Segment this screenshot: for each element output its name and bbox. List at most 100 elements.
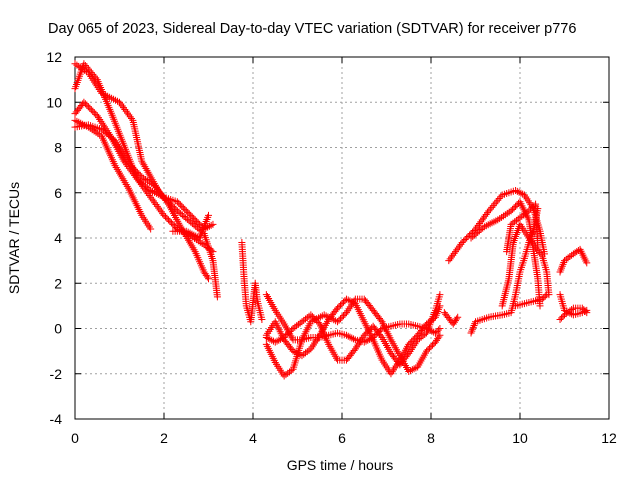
series-track-7 (238, 239, 266, 326)
data-point (157, 208, 165, 216)
data-point (509, 205, 517, 213)
data-point (133, 168, 141, 176)
data-point (360, 338, 368, 346)
data-point (163, 198, 171, 206)
data-point (580, 306, 588, 314)
data-point (156, 189, 164, 197)
series-track-17 (503, 200, 542, 256)
data-point (562, 255, 570, 263)
data-point (337, 315, 345, 323)
data-point (513, 201, 521, 209)
data-point (369, 334, 377, 342)
data-point (191, 216, 199, 224)
series-track-6 (169, 211, 212, 242)
data-point (485, 207, 493, 215)
data-point (179, 204, 187, 212)
data-point (405, 340, 413, 348)
data-point (529, 239, 537, 247)
data-point (89, 70, 97, 78)
data-point (264, 334, 272, 342)
data-point (350, 335, 358, 343)
y-tick-label: 2 (54, 275, 62, 291)
axis-ticks: 0 2 4 6 8 10 12 -4 -2 0 2 4 6 8 10 12 (46, 49, 617, 446)
data-point (87, 106, 95, 114)
data-point (158, 191, 166, 199)
data-point (120, 104, 128, 112)
data-point (202, 242, 210, 250)
data-point (445, 257, 453, 265)
data-point (303, 314, 311, 322)
data-point (566, 253, 574, 261)
data-point (164, 216, 172, 224)
data-point (268, 336, 276, 344)
data-point (533, 245, 541, 253)
data-point (512, 216, 520, 224)
data-point (377, 332, 385, 340)
data-point (433, 328, 441, 336)
data-point (308, 312, 316, 320)
data-point (187, 211, 195, 219)
data-point (188, 213, 196, 221)
data-point (514, 215, 522, 223)
data-point (291, 323, 299, 331)
data-point (153, 202, 161, 210)
data-point (346, 333, 354, 341)
data-point (335, 316, 343, 324)
data-point (258, 315, 266, 323)
data-point (342, 295, 350, 303)
data-point (436, 325, 444, 332)
data-point (117, 100, 125, 108)
data-point (342, 331, 350, 339)
data-point (344, 296, 352, 304)
data-point (559, 312, 567, 320)
series-track-13 (445, 186, 548, 265)
data-point (374, 329, 382, 337)
data-point (348, 298, 356, 306)
data-point (135, 170, 143, 178)
data-point (377, 326, 385, 334)
data-point (436, 331, 444, 339)
data-point (410, 365, 418, 373)
data-point (519, 190, 527, 198)
series-track-10 (262, 295, 444, 378)
data-point (407, 367, 415, 375)
data-point (285, 368, 293, 376)
x-tick-label: 4 (249, 430, 257, 446)
data-point (481, 212, 489, 220)
data-point (266, 335, 274, 343)
data-point (473, 223, 481, 231)
data-point (362, 337, 370, 345)
data-point (163, 214, 171, 222)
x-tick-label: 2 (160, 430, 168, 446)
series-track-12 (440, 309, 462, 328)
data-point (305, 346, 313, 354)
data-point (492, 198, 500, 206)
data-point (209, 248, 217, 256)
data-point (151, 199, 159, 207)
data-point (346, 297, 354, 305)
data-point (561, 311, 568, 319)
data-point (525, 207, 533, 215)
data-point (152, 201, 160, 209)
data-point (125, 111, 133, 119)
data-point (364, 336, 372, 344)
data-point (568, 305, 576, 313)
data-point (148, 195, 156, 203)
data-point (523, 208, 531, 216)
data-point (282, 371, 290, 379)
data-point (426, 344, 434, 352)
data-point (428, 316, 436, 324)
data-point (360, 331, 368, 339)
data-point (564, 308, 572, 316)
data-point (566, 307, 574, 315)
data-point (160, 195, 168, 203)
data-point (190, 214, 198, 222)
data-point (122, 107, 130, 115)
data-point (147, 225, 155, 233)
data-point (460, 237, 468, 245)
data-series (71, 60, 591, 380)
data-point (474, 221, 482, 229)
data-point (300, 316, 308, 324)
data-point (558, 314, 566, 322)
data-point (454, 244, 462, 252)
